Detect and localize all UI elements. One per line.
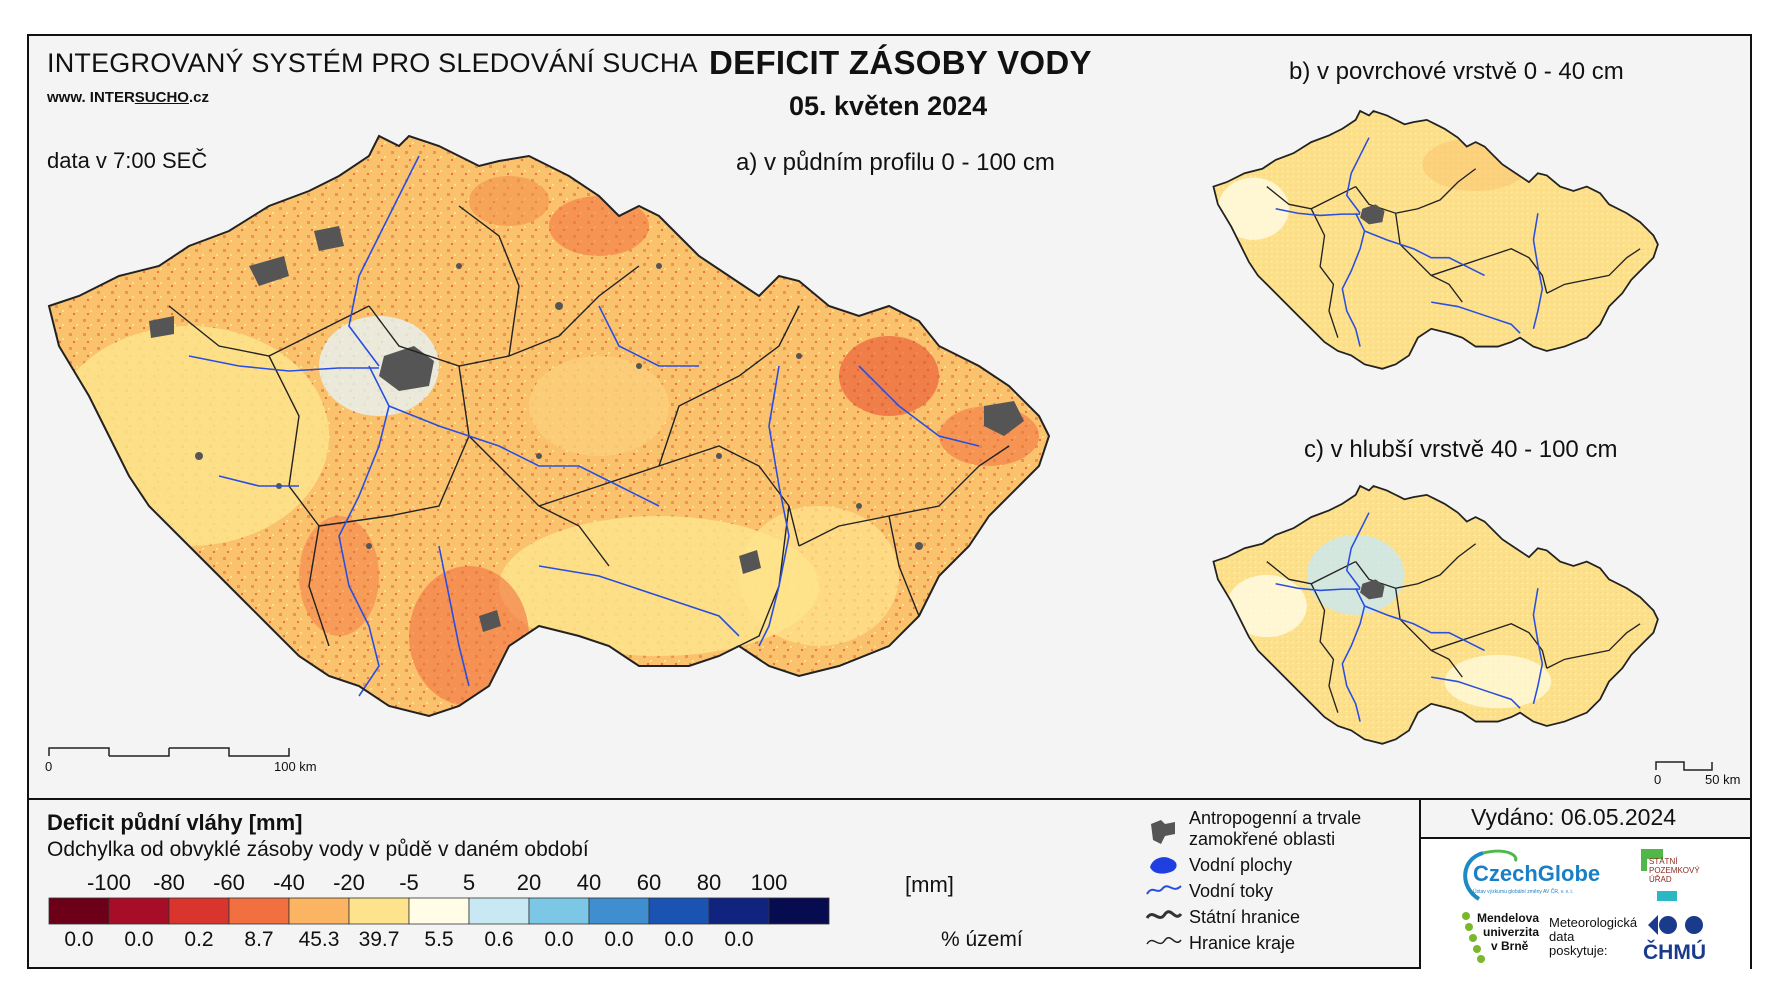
website-prefix: www. INTER: [47, 89, 135, 106]
legend-class-swatch: [648, 897, 710, 925]
legend-percent-value: 45.3: [298, 928, 340, 951]
scale-bar-main: [48, 747, 290, 757]
scale-main-end: 100 km: [274, 759, 317, 774]
legend-percent-value: 0.0: [124, 928, 154, 951]
map-a-label: a) v půdním profilu 0 - 100 cm: [736, 149, 1055, 176]
data-time: data v 7:00 SEČ: [47, 148, 208, 173]
main-title: DEFICIT ZÁSOBY VODY: [709, 44, 1092, 81]
spu-text: STÁTNÍ POZEMKOVÝ ÚŘAD: [1649, 857, 1700, 884]
chmi-3: poskytuje:: [1549, 943, 1608, 958]
legend-class-swatch: [108, 897, 170, 925]
symbol-anthropogenic: Antropogenní a trvale: [1189, 808, 1362, 828]
symbol-region-border: Hranice kraje: [1189, 933, 1296, 953]
website-suffix: .cz: [188, 89, 209, 106]
map-panel: INTEGROVANÝ SYSTÉM PRO SLEDOVÁNÍ SUCHA w…: [29, 36, 1750, 800]
legend-title: Deficit půdní vláhy [mm]: [47, 810, 303, 835]
legend-limit-label: -20: [333, 870, 365, 895]
czechglobe-sub: Ústav výzkumu globální změny AV ČR, v. v…: [1473, 889, 1574, 895]
legend-colorbar: [48, 897, 830, 925]
website-link[interactable]: www. INTERSUCHO.cz: [47, 89, 209, 106]
legend-limit-label: 80: [696, 870, 722, 895]
mendel-3: v Brně: [1491, 939, 1529, 953]
water-stream-icon: [1146, 885, 1182, 895]
scale-bar-small: [1655, 761, 1713, 771]
symbol-anthropogenic-2: zamokřené oblasti: [1189, 829, 1336, 849]
legend-percent-value: 0.6: [484, 928, 514, 951]
map-c-deep-layer: [1212, 484, 1659, 745]
czechglobe-logo-icon: [1463, 849, 1518, 901]
map-a-full-profile: [47, 134, 1051, 757]
legend-percent-value: 0.0: [64, 928, 94, 951]
urban-symbol-icon: [1151, 820, 1175, 844]
issued-date: Vydáno: 06.05.2024: [1471, 804, 1677, 830]
legend-limit-label: -5: [399, 870, 419, 895]
legend-class-swatch: [708, 897, 770, 925]
legend-class-swatch: [408, 897, 470, 925]
mendel-1: Mendelova: [1477, 911, 1540, 925]
legend-unit: [mm]: [905, 872, 954, 897]
symbol-water-bodies: Vodní plochy: [1189, 855, 1293, 875]
legend-class-swatch: [768, 897, 830, 925]
region-borders: [168, 205, 1010, 647]
spu-logo: STÁTNÍ POZEMKOVÝ ÚŘAD: [1649, 857, 1709, 884]
legend-percent-value: 0.2: [184, 928, 214, 951]
legend-panel: Deficit půdní vláhy [mm] Odchylka od obv…: [29, 798, 1750, 969]
legend-percent-value: 5.5: [424, 928, 454, 951]
legend-class-swatch: [348, 897, 410, 925]
legend-class-swatch: [528, 897, 590, 925]
percent-label: % území: [941, 928, 1023, 951]
legend-limit-label: 100: [750, 870, 788, 895]
legend-percent-value: 39.7: [358, 928, 400, 951]
state-border: [47, 134, 1051, 718]
legend-limit-label: 20: [516, 870, 542, 895]
legend-percent-value: 8.7: [244, 928, 274, 951]
map-b-label: b) v povrchové vrstvě 0 - 40 cm: [1289, 58, 1624, 85]
legend-percent-value: 0.0: [544, 928, 574, 951]
urban-areas: [149, 226, 1024, 632]
legend-limit-label: 60: [636, 870, 662, 895]
scale-main-zero: 0: [45, 759, 53, 774]
legend-class-swatch: [588, 897, 650, 925]
chmu-logo-icon: [1648, 915, 1703, 935]
legend-class-swatch: [288, 897, 350, 925]
rivers: [188, 155, 980, 697]
region-border-icon: [1146, 937, 1182, 945]
issued-box: Vydáno: 06.05.2024: [1419, 798, 1750, 839]
map-b-surface-layer: [1212, 109, 1659, 370]
chmu-logo: ČHMÚ: [1643, 941, 1706, 964]
system-title: INTEGROVANÝ SYSTÉM PRO SLEDOVÁNÍ SUCHA: [47, 48, 698, 78]
map-c-label: c) v hlubší vrstvě 40 - 100 cm: [1304, 436, 1618, 463]
legend-subtitle: Odchylka od obvyklé zásoby vody v půdě v…: [47, 838, 589, 861]
water-body-icon: [1150, 857, 1177, 874]
mendel-logo-icon: [1462, 912, 1485, 963]
legend-class-swatch: [168, 897, 230, 925]
legend-limit-label: -100: [86, 870, 132, 895]
czechglobe-logo: CzechGlobe: [1473, 861, 1601, 886]
spu-logo-icon: [1641, 849, 1677, 901]
legend-limit-label: 40: [576, 870, 602, 895]
legend-class-swatch: [228, 897, 290, 925]
map-date: 05. květen 2024: [789, 91, 988, 121]
legend-percent-value: 0.0: [724, 928, 754, 951]
mendel-2: univerzita: [1483, 925, 1540, 939]
legend-class-swatch: [48, 897, 110, 925]
logos-panel: CzechGlobe Ústav výzkumu globální změny …: [1419, 839, 1750, 969]
legend-percent-value: 0.0: [664, 928, 694, 951]
legend-class-swatch: [468, 897, 530, 925]
chmi-2: data: [1549, 929, 1575, 944]
legend-limit-label: -60: [213, 870, 245, 895]
chmi-1: Meteorologická: [1549, 915, 1638, 930]
symbol-water-streams: Vodní toky: [1189, 881, 1274, 901]
state-border-icon: [1145, 910, 1183, 919]
legend-limit-label: -40: [273, 870, 305, 895]
legend-percent-value: 0.0: [604, 928, 634, 951]
symbol-state-border: Státní hranice: [1189, 907, 1301, 927]
website-accent: SUCHO: [134, 89, 189, 106]
scale-small-zero: 0: [1654, 772, 1662, 787]
map-sheet: INTEGROVANÝ SYSTÉM PRO SLEDOVÁNÍ SUCHA w…: [27, 34, 1752, 969]
scale-small-end: 50 km: [1705, 772, 1741, 787]
legend-limit-label: -80: [153, 870, 185, 895]
legend-limit-label: 5: [462, 870, 476, 895]
